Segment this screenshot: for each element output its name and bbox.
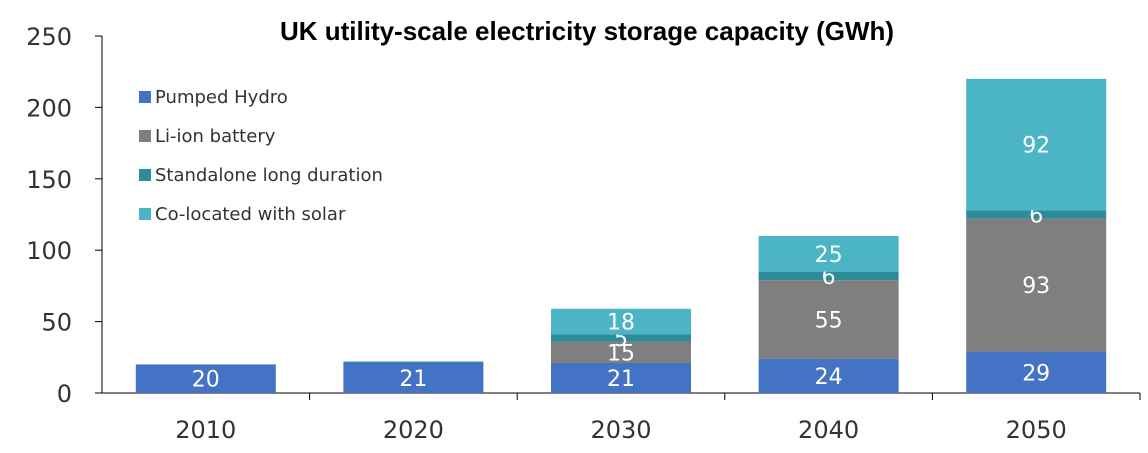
- data-label: 92: [1022, 134, 1050, 159]
- y-tick-label: 200: [26, 94, 72, 122]
- data-label: 24: [815, 365, 843, 390]
- x-tick-label: 2040: [798, 416, 859, 444]
- data-label: 29: [1022, 361, 1050, 386]
- x-tick-label: 2030: [590, 416, 651, 444]
- legend-label: Standalone long duration: [155, 165, 383, 186]
- y-tick-label: 250: [26, 23, 72, 51]
- data-label: 93: [1022, 274, 1050, 299]
- legend-swatch: [139, 130, 151, 142]
- data-label: 21: [399, 367, 427, 392]
- y-tick-label: 50: [41, 309, 72, 337]
- x-tick-label: 2020: [383, 416, 444, 444]
- y-tick-label: 100: [26, 237, 72, 265]
- data-label: 20: [192, 368, 220, 393]
- data-label: 25: [815, 243, 843, 268]
- legend-swatch: [139, 91, 151, 103]
- data-label: 18: [607, 311, 635, 336]
- chart-title: UK utility-scale electricity storage cap…: [280, 16, 894, 46]
- legend-swatch: [139, 169, 151, 181]
- x-tick-label: 2010: [175, 416, 236, 444]
- legend-label: Pumped Hydro: [155, 87, 288, 108]
- x-tick-label: 2050: [1006, 416, 1067, 444]
- data-label: 55: [815, 308, 843, 333]
- legend-swatch: [139, 208, 151, 220]
- legend-label: Co-located with solar: [155, 204, 346, 225]
- y-tick-label: 150: [26, 166, 72, 194]
- data-label: 21: [607, 367, 635, 392]
- legend-label: Li-ion battery: [155, 126, 276, 147]
- y-tick-label: 0: [57, 380, 72, 408]
- bar-segment: [343, 362, 483, 363]
